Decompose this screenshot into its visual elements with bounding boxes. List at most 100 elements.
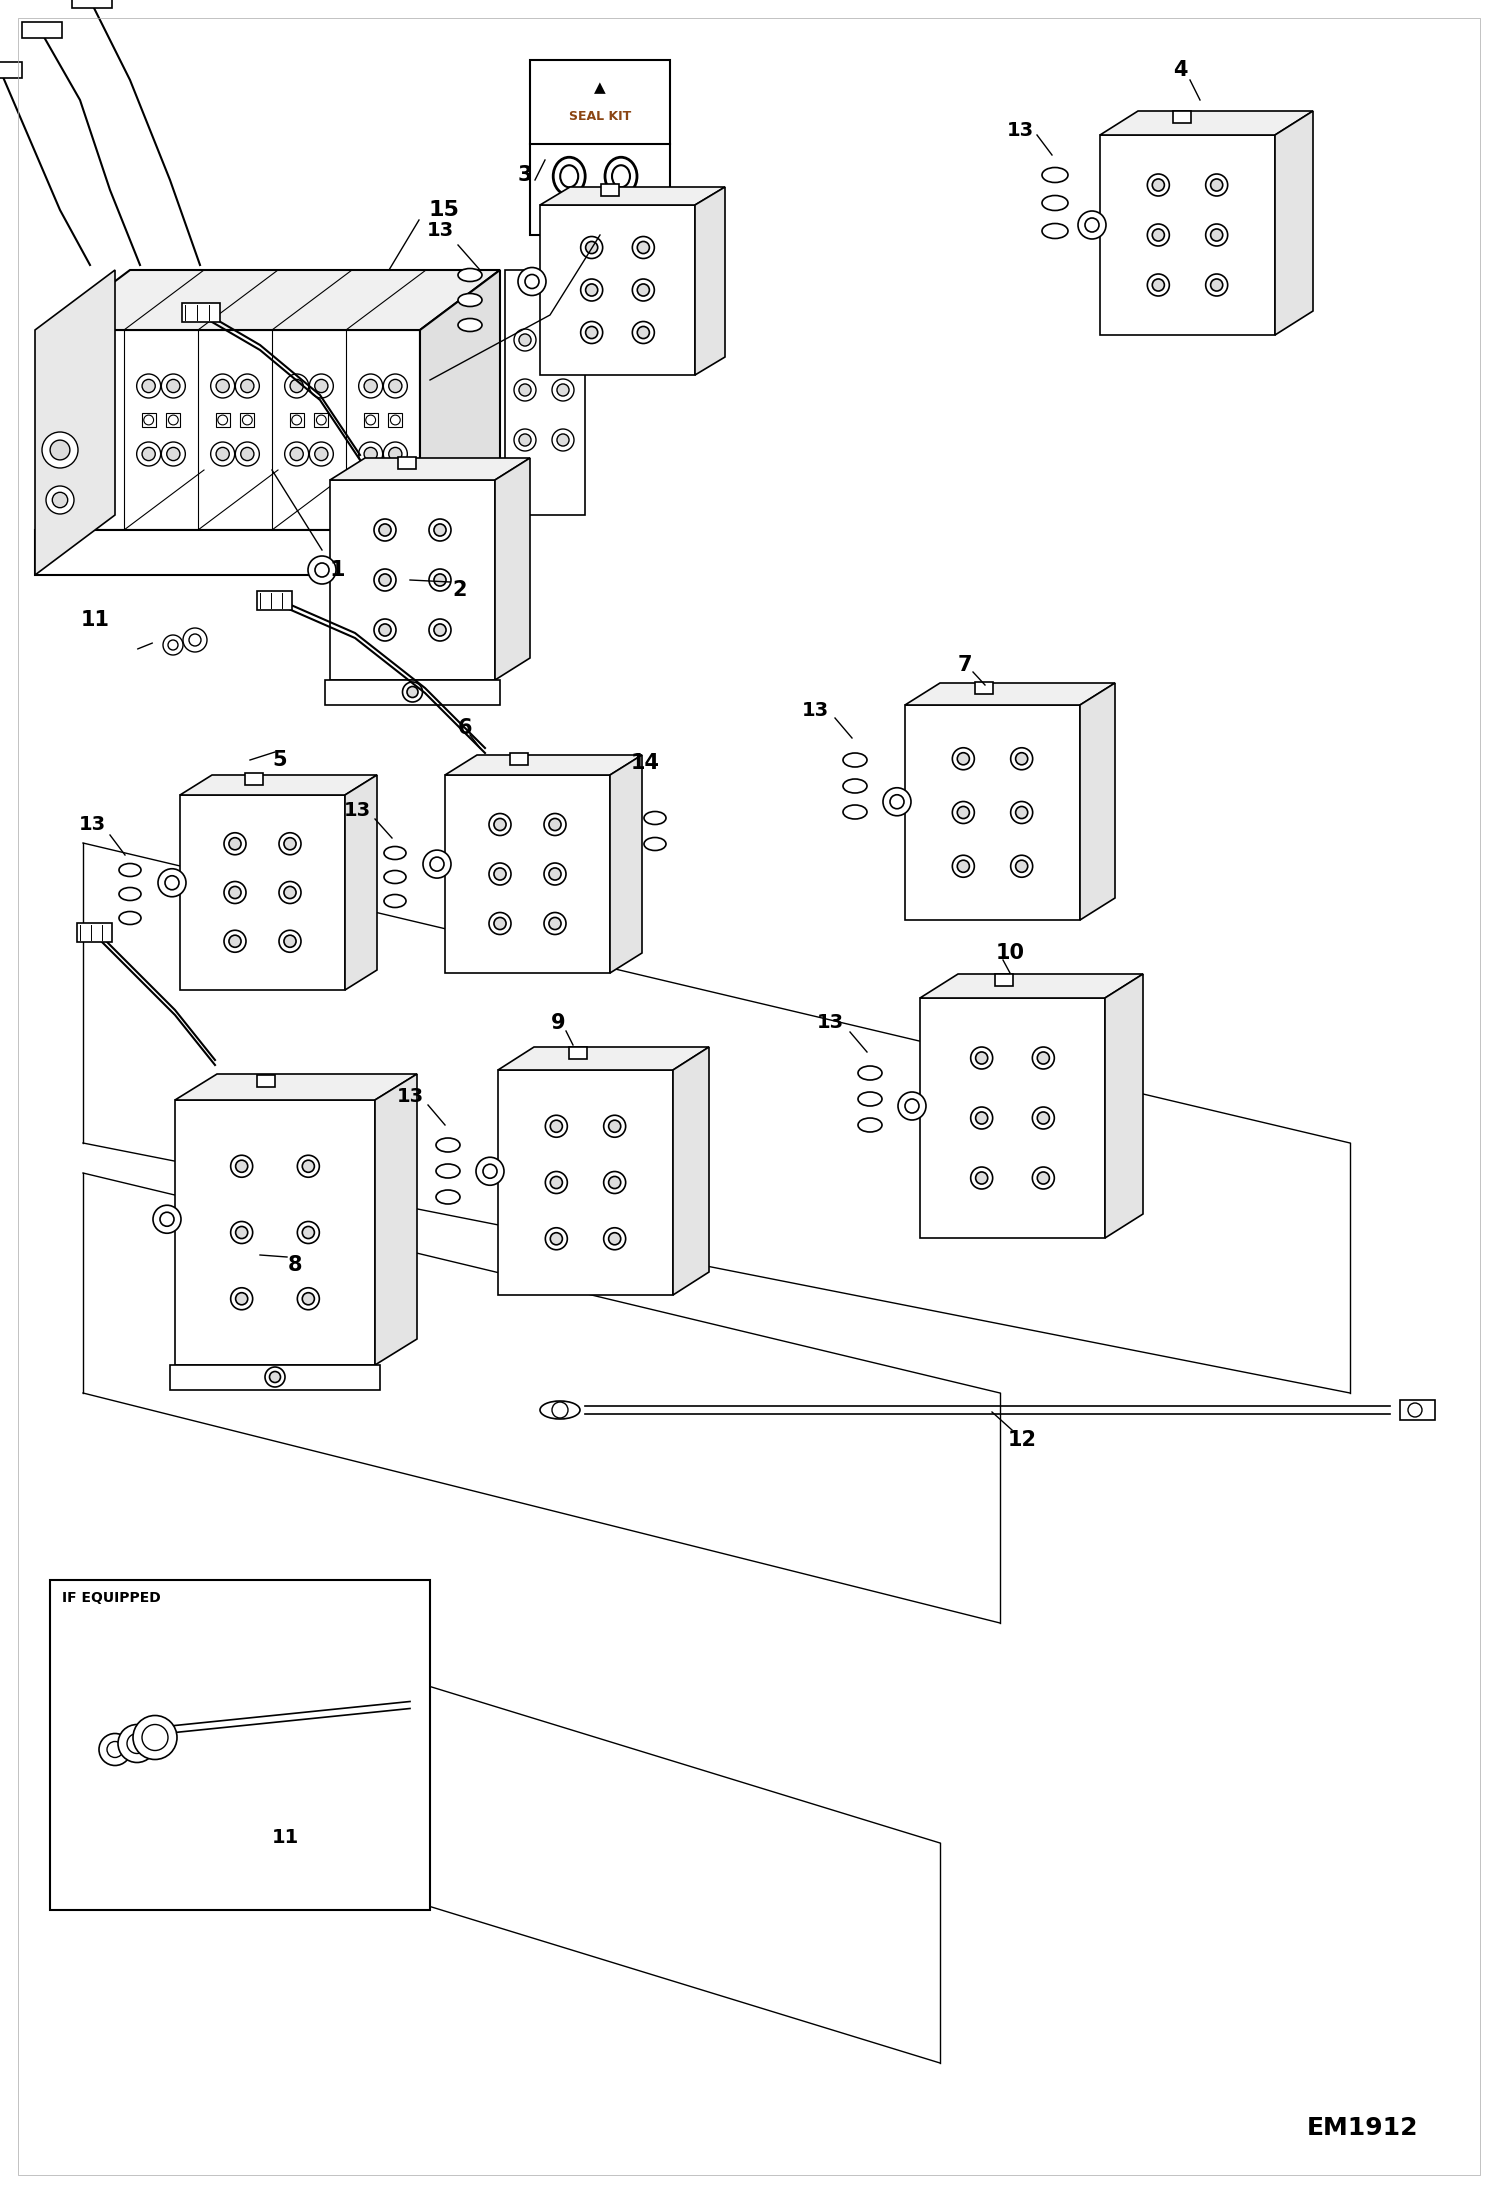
Circle shape (1037, 1053, 1050, 1064)
Circle shape (430, 857, 443, 871)
Circle shape (231, 1222, 253, 1243)
Ellipse shape (553, 158, 586, 195)
Circle shape (1032, 1046, 1055, 1068)
Circle shape (309, 443, 334, 465)
Polygon shape (419, 270, 500, 531)
Circle shape (550, 1121, 562, 1132)
Ellipse shape (1043, 195, 1068, 211)
Circle shape (971, 1046, 993, 1068)
Circle shape (235, 1160, 247, 1173)
Circle shape (434, 524, 446, 535)
Circle shape (42, 432, 78, 467)
Polygon shape (76, 923, 112, 943)
Circle shape (975, 1053, 987, 1064)
Circle shape (953, 748, 974, 770)
Ellipse shape (458, 268, 482, 281)
Circle shape (374, 618, 395, 640)
Circle shape (545, 1171, 568, 1193)
Circle shape (285, 443, 309, 465)
Circle shape (1011, 855, 1032, 877)
Circle shape (99, 1732, 130, 1765)
Bar (216, 412, 229, 428)
Circle shape (524, 274, 539, 289)
Circle shape (153, 1206, 181, 1232)
Polygon shape (1401, 1399, 1435, 1421)
Circle shape (557, 434, 569, 445)
Circle shape (142, 447, 156, 461)
Circle shape (557, 384, 569, 397)
Circle shape (604, 1228, 626, 1250)
Circle shape (428, 618, 451, 640)
Circle shape (1016, 752, 1028, 765)
Circle shape (211, 375, 235, 397)
Circle shape (494, 818, 506, 831)
Bar (246, 772, 264, 785)
Circle shape (632, 279, 655, 300)
Bar (601, 184, 619, 195)
Circle shape (358, 375, 382, 397)
Circle shape (608, 1175, 620, 1189)
Circle shape (551, 1401, 568, 1419)
Polygon shape (497, 1070, 673, 1296)
Circle shape (548, 868, 562, 879)
Text: ▲: ▲ (595, 81, 605, 96)
Polygon shape (673, 1046, 709, 1296)
Text: 15: 15 (428, 200, 460, 219)
Bar (975, 682, 993, 693)
Ellipse shape (858, 1118, 882, 1132)
Polygon shape (1100, 136, 1275, 336)
Circle shape (514, 379, 536, 401)
Circle shape (428, 520, 451, 542)
Circle shape (586, 327, 598, 338)
Circle shape (225, 833, 246, 855)
Bar (289, 412, 304, 428)
Circle shape (632, 237, 655, 259)
Circle shape (551, 430, 574, 452)
Circle shape (1011, 748, 1032, 770)
Circle shape (243, 414, 252, 425)
Polygon shape (539, 186, 725, 204)
Circle shape (309, 557, 336, 583)
Circle shape (285, 375, 309, 397)
Ellipse shape (1043, 224, 1068, 239)
Circle shape (374, 520, 395, 542)
Circle shape (297, 1287, 319, 1309)
Circle shape (1011, 800, 1032, 825)
Bar (49, 1579, 430, 1910)
Circle shape (166, 379, 180, 393)
Ellipse shape (644, 811, 667, 825)
Circle shape (1152, 228, 1164, 241)
Polygon shape (72, 0, 112, 9)
Circle shape (557, 333, 569, 346)
Circle shape (270, 1371, 280, 1382)
Circle shape (94, 414, 105, 425)
Circle shape (358, 443, 382, 465)
Polygon shape (34, 531, 434, 575)
Polygon shape (494, 458, 530, 680)
Circle shape (216, 447, 229, 461)
Circle shape (165, 875, 178, 890)
Text: SEAL KIT: SEAL KIT (569, 110, 631, 123)
Circle shape (63, 375, 87, 397)
Polygon shape (445, 774, 610, 974)
Circle shape (1210, 228, 1222, 241)
Circle shape (488, 912, 511, 934)
Circle shape (1016, 860, 1028, 873)
Bar (398, 456, 416, 469)
Text: 13: 13 (397, 1088, 424, 1107)
Circle shape (142, 379, 156, 393)
Text: 13: 13 (427, 221, 454, 239)
Circle shape (975, 1171, 987, 1184)
Polygon shape (258, 590, 292, 610)
Circle shape (1210, 279, 1222, 292)
Circle shape (265, 1366, 285, 1386)
Circle shape (1032, 1167, 1055, 1189)
Text: 1: 1 (330, 559, 345, 579)
Circle shape (87, 443, 111, 465)
Circle shape (241, 447, 255, 461)
Polygon shape (22, 22, 61, 37)
Circle shape (63, 443, 87, 465)
Ellipse shape (565, 195, 593, 230)
Circle shape (216, 379, 229, 393)
Ellipse shape (436, 1164, 460, 1178)
